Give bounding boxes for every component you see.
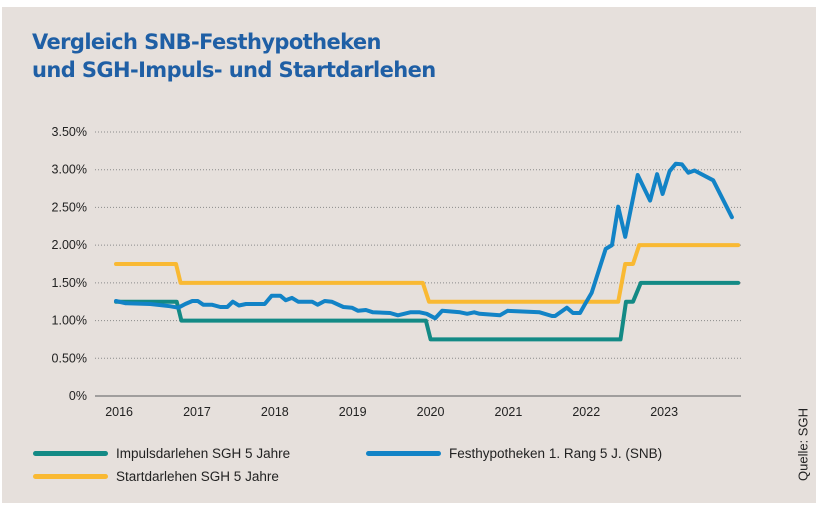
title-line-1: Vergleich SNB-Festhypotheken	[32, 30, 382, 54]
title-line-2: und SGH-Impuls- und Startdarlehen	[32, 58, 436, 82]
legend-swatch-teal	[33, 451, 108, 456]
legend-swatch-blue	[366, 451, 441, 456]
y-tick-label: 1.50%	[52, 276, 87, 290]
source-note: Quelle: SGH	[795, 408, 811, 481]
x-tick-label: 2021	[495, 405, 523, 419]
legend-item-startdarlehen: Startdarlehen SGH 5 Jahre	[33, 469, 279, 484]
series-line-1	[114, 161, 734, 321]
chart-title: Vergleich SNB-Festhypotheken und SGH-Imp…	[32, 28, 436, 84]
y-tick-label: 3.50%	[52, 125, 87, 139]
x-tick-label: 2018	[261, 405, 289, 419]
y-tick-label: 3.00%	[52, 163, 87, 177]
x-tick-label: 2020	[417, 405, 445, 419]
legend-label: Impulsdarlehen SGH 5 Jahre	[116, 446, 291, 461]
y-tick-label: 2.00%	[52, 238, 87, 252]
x-tick-label: 2019	[339, 405, 367, 419]
legend-label: Festhypotheken 1. Rang 5 J. (SNB)	[449, 446, 663, 461]
series-line-2	[114, 243, 741, 304]
y-tick-label: 1.00%	[52, 314, 87, 328]
x-tick-label: 2016	[105, 405, 133, 419]
chart-card	[2, 7, 816, 503]
legend-item-festhypotheken: Festhypotheken 1. Rang 5 J. (SNB)	[366, 446, 662, 461]
x-tick-label: 2017	[183, 405, 211, 419]
y-tick-label: 0.50%	[52, 351, 87, 365]
y-tick-label: 0%	[69, 389, 87, 403]
legend-swatch-yellow	[33, 474, 108, 479]
legend-item-impulsdarlehen: Impulsdarlehen SGH 5 Jahre	[33, 446, 290, 461]
x-tick-label: 2022	[572, 405, 600, 419]
legend-label: Startdarlehen SGH 5 Jahre	[116, 469, 279, 484]
x-tick-label: 2023	[650, 405, 678, 419]
y-tick-label: 2.50%	[52, 200, 87, 214]
series-line-0	[114, 280, 741, 342]
